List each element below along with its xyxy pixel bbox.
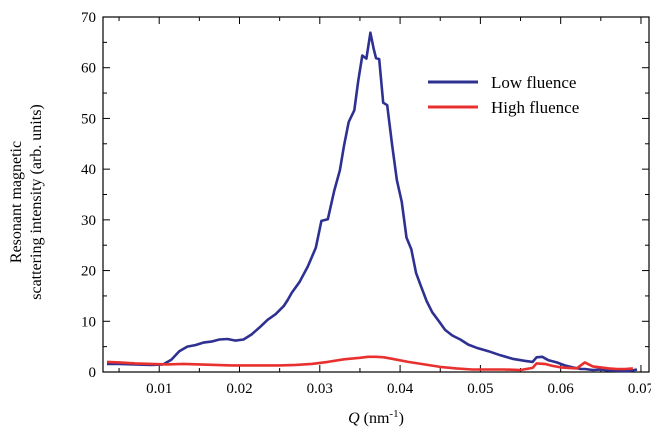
x-tick-label: 0.07 [628, 381, 651, 397]
x-axis-title-close: ) [399, 410, 404, 427]
y-tick-label: 30 [81, 213, 96, 229]
y-tick-label: 20 [81, 264, 96, 280]
legend-label-low-fluence: Low fluence [491, 73, 576, 92]
x-axis-title-exponent: -1 [389, 408, 398, 420]
y-tick-label: 60 [81, 61, 96, 77]
y-axis-title-line2: scattering intensity (arb. units) [28, 104, 45, 300]
legend: Low fluence High fluence [428, 73, 579, 117]
y-axis-title: Resonant magnetic scattering intensity (… [8, 104, 45, 300]
x-tick-label: 0.06 [548, 381, 575, 397]
x-axis-title: Q (nm-1) [348, 408, 404, 427]
y-tick-label: 50 [81, 111, 96, 127]
y-tick-label: 0 [89, 365, 97, 381]
y-axis-title-line1: Resonant magnetic [8, 141, 25, 263]
series-line-high-fluence [106, 355, 633, 372]
x-tick-label: 0.01 [146, 381, 172, 397]
x-tick-label: 0.05 [467, 381, 493, 397]
series-layer [106, 31, 638, 373]
x-tick-label: 0.03 [307, 381, 333, 397]
y-tick-label: 40 [81, 162, 96, 178]
y-tick-label: 70 [81, 10, 96, 26]
x-axis-title-variable: Q [348, 410, 360, 427]
tick-labels: 0.01 0.02 0.03 0.04 0.05 0.06 0.07 0 10 20 30 40 50 6… [81, 10, 651, 397]
x-tick-label: 0.04 [387, 381, 414, 397]
x-axis-title-unit: (nm [360, 410, 390, 427]
y-tick-label: 10 [81, 314, 96, 330]
series-line-low-fluence [107, 31, 638, 373]
x-tick-label: 0.02 [226, 381, 252, 397]
axis-ticks [103, 16, 649, 373]
legend-label-high-fluence: High fluence [491, 98, 579, 117]
